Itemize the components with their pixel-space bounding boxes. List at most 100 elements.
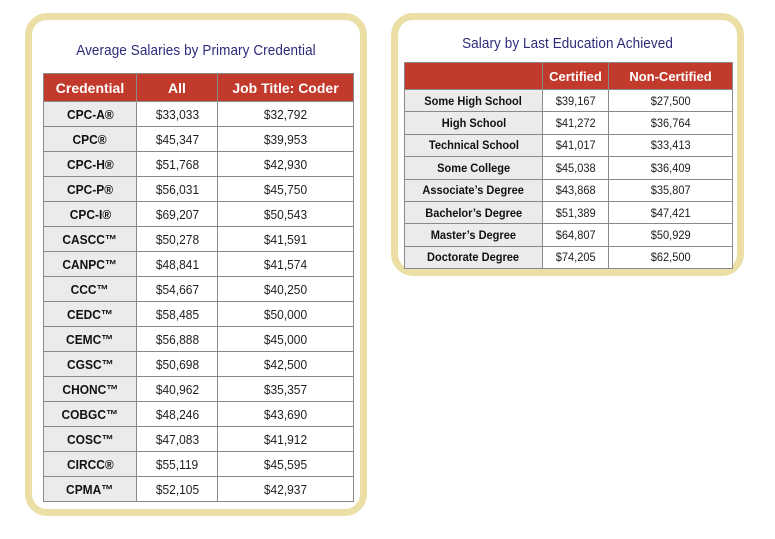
credential-value-cell: $45,750 [217,176,354,202]
credential-value-text: $35,357 [263,381,308,397]
education-salary-table: Certified Non-Certified Some High School $… [404,62,733,270]
education-row-label: Bachelor’s Degree [404,200,543,225]
credential-value-cell: $51,768 [136,151,218,177]
credential-value-text: $50,543 [263,206,308,222]
credential-column-header-0: Credential [43,73,137,102]
education-row-label-text: Technical School [428,138,519,153]
education-row-label: Doctorate Degree [404,245,543,270]
credential-row-label-text: CPC-I® [69,206,111,222]
table-row: CEMC™ $56,888 $45,000 [43,326,354,352]
credential-table-title: Average Salaries by Primary Credential [76,42,316,59]
table-row: CPC-H® $51,768 $42,930 [43,151,354,177]
credential-value-text: $50,698 [155,356,199,372]
table-row: High School $41,272 $36,764 [404,111,733,135]
credential-value-cell: $50,278 [136,226,218,252]
credential-value-text: $45,595 [263,456,308,472]
table-header-row: Credential All Job Title: Coder [43,73,354,102]
credential-value-cell: $54,667 [136,276,218,302]
education-row-label: Some High School [404,88,543,113]
credential-row-label-text: CGSC™ [66,356,114,372]
credential-value-cell: $47,083 [136,426,218,452]
table-row: Technical School $41,017 $33,413 [404,133,733,158]
credential-row-label: CPC-P® [43,176,137,202]
education-row-label-text: Master’s Degree [430,228,517,243]
education-row-label: High School [404,111,543,135]
education-row-label-text: Bachelor’s Degree [425,205,522,220]
credential-row-label: CPC-I® [43,201,137,227]
education-value-cell: $36,409 [608,156,733,180]
table-row: CPC® $45,347 $39,953 [43,126,354,152]
table-row: CPMA™ $52,105 $42,937 [43,476,354,502]
education-value-cell: $35,807 [608,178,733,202]
credential-value-cell: $40,962 [136,376,218,402]
credential-value-cell: $39,953 [217,126,354,152]
credential-value-cell: $55,119 [136,451,218,477]
credential-value-cell: $45,000 [217,326,354,352]
credential-row-label: COBGC™ [43,401,137,427]
education-row-label-text: Doctorate Degree [427,250,520,265]
education-row-label: Some College [404,156,543,180]
credential-row-label: CIRCC® [43,451,137,477]
credential-value-cell: $56,031 [136,176,218,202]
credential-value-cell: $45,347 [136,126,218,152]
table-row: Some College $45,038 $36,409 [404,156,733,180]
credential-row-label-text: CPMA™ [66,481,114,497]
education-value-cell: $41,017 [542,133,609,158]
education-row-label: Master’s Degree [404,223,543,247]
table-row: CPC-P® $56,031 $45,750 [43,176,354,202]
education-value-text: $45,038 [555,160,596,175]
credential-value-cell: $58,485 [136,301,218,327]
credential-value-text: $56,888 [155,331,199,347]
education-value-text: $47,421 [650,205,691,220]
credential-salary-table: Credential All Job Title: Coder CPC-A® $33,… [43,73,354,502]
credential-value-text: $48,246 [155,406,199,422]
credential-row-label-text: CEMC™ [66,331,114,347]
education-value-text: $51,389 [555,205,596,220]
table-row: CGSC™ $50,698 $42,500 [43,351,354,377]
credential-value-text: $42,937 [263,481,308,497]
table-row: CASCC™ $50,278 $41,591 [43,226,354,252]
credential-row-label-text: CANPC™ [62,256,118,272]
credential-value-cell: $45,595 [217,451,354,477]
credential-row-label: CASCC™ [43,226,137,252]
education-value-text: $41,017 [555,138,596,153]
education-column-header-2: Non-Certified [608,62,733,90]
credential-value-cell: $50,000 [217,301,354,327]
credential-value-text: $41,591 [263,231,308,247]
credential-value-cell: $33,033 [136,101,218,127]
education-value-text: $36,409 [650,160,691,175]
credential-value-text: $40,250 [263,281,308,297]
credential-value-cell: $56,888 [136,326,218,352]
credential-value-text: $55,119 [155,456,199,472]
education-value-cell: $62,500 [608,245,733,270]
education-value-cell: $45,038 [542,156,609,180]
table-row: CIRCC® $55,119 $45,595 [43,451,354,477]
credential-salary-panel: Average Salaries by Primary Credential C… [25,13,367,516]
table-row: CEDC™ $58,485 $50,000 [43,301,354,327]
credential-row-label-text: CPC-P® [66,181,114,197]
education-value-cell: $27,500 [608,88,733,113]
credential-row-label: CPC® [43,126,137,152]
credential-value-text: $45,750 [263,181,308,197]
education-value-text: $64,807 [555,228,596,243]
table-row: Associate’s Degree $43,868 $35,807 [404,178,733,202]
education-value-cell: $51,389 [542,200,609,225]
education-value-cell: $36,764 [608,111,733,135]
credential-value-cell: $35,357 [217,376,354,402]
credential-value-cell: $48,246 [136,401,218,427]
credential-value-text: $50,278 [155,231,199,247]
education-value-text: $62,500 [650,250,691,265]
credential-value-text: $41,574 [263,256,308,272]
table-row: Some High School $39,167 $27,500 [404,88,733,113]
credential-value-text: $47,083 [155,431,199,447]
credential-row-label: CGSC™ [43,351,137,377]
education-value-text: $27,500 [650,93,691,108]
credential-row-label-text: CASCC™ [62,231,118,247]
education-value-text: $50,929 [650,228,691,243]
education-value-text: $35,807 [650,183,691,198]
credential-value-text: $54,667 [155,281,199,297]
credential-value-text: $69,207 [155,206,199,222]
credential-row-label: CANPC™ [43,251,137,277]
education-row-label: Technical School [404,133,543,158]
education-column-header-1: Certified [542,62,609,90]
